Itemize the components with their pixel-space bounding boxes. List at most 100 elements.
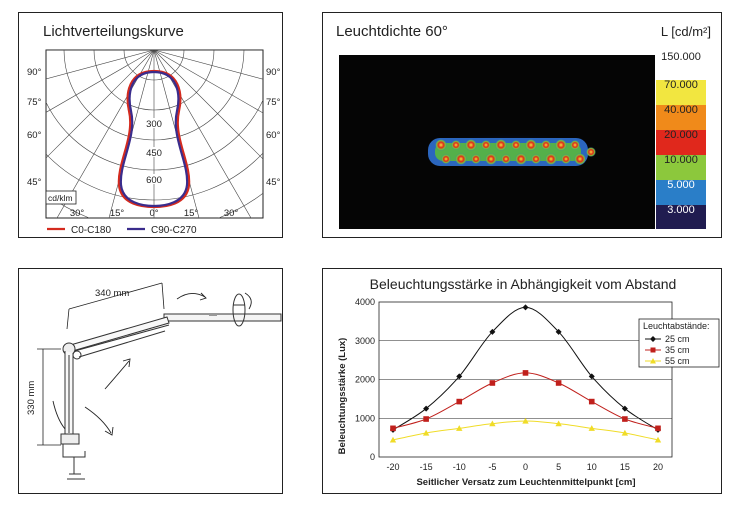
heatmap-title: Leuchtdichte 60° (336, 23, 448, 40)
color-scale: 150.000 70.000 40.000 20.000 10.000 5.00… (656, 51, 706, 229)
polar-grid (46, 50, 263, 218)
lamp-panel: 340 mm 330 mm (18, 268, 283, 494)
scale-swatch-0 (656, 55, 706, 80)
scale-label-5: 5.000 (667, 179, 695, 191)
svg-text:600: 600 (146, 175, 162, 186)
polar-spoke-3 (46, 50, 155, 159)
polar-radial-labels: 300 450 600 (144, 118, 164, 186)
polar-spoke-1 (46, 50, 155, 80)
hotspot-0 (435, 139, 447, 151)
lamp-clamp (60, 433, 86, 480)
series-2-point-7 (621, 429, 629, 436)
polar-diagram: cd/klm 90° 75° 60° 45° 90° 75° 60° 45° 3… (27, 49, 281, 236)
heatmap-hotspots (435, 139, 596, 165)
svg-text:300: 300 (146, 119, 162, 130)
hotspot-18 (570, 140, 580, 150)
series-2-point-4 (522, 417, 529, 424)
series-0-point-6 (588, 373, 595, 380)
hotspot-7 (485, 153, 497, 165)
hotspot-10 (511, 140, 521, 150)
x-tick-label-5: 5 (556, 462, 561, 472)
svg-text:15°: 15° (184, 208, 199, 219)
polar-legend: C0-C180 C90-C270 (47, 225, 197, 236)
chart-x-ticks: -20 -15 -10 -5 0 5 10 15 20 (386, 462, 663, 472)
polar-angle-labels-left: 90° 75° 60° 45° (27, 67, 42, 188)
series-2-point-0 (389, 436, 397, 443)
series-1-point-5 (555, 380, 562, 386)
hotspot-14 (541, 140, 551, 150)
hotspot-16 (555, 139, 567, 151)
polar-angle-labels-right: 90° 75° 60° 45° (266, 67, 281, 188)
hotspot-19 (574, 153, 586, 165)
svg-text:450: 450 (146, 148, 162, 159)
x-tick-label-4: 0 (523, 462, 528, 472)
scale-label-2: 40.000 (664, 104, 698, 116)
x-tick-label-8: 20 (653, 462, 663, 472)
hotspot-1 (441, 154, 451, 164)
svg-text:75°: 75° (266, 97, 281, 108)
chart-title: Beleuchtungsstärke in Abhängigkeit vom A… (370, 276, 677, 292)
line-chart-panel: Beleuchtungsstärke in Abhängigkeit vom A… (322, 268, 722, 494)
svg-text:45°: 45° (27, 177, 42, 188)
series-2-point-6 (588, 425, 595, 431)
series-0-point-4 (522, 304, 529, 311)
series-1-point-2 (456, 398, 463, 405)
hotspot-13 (531, 154, 541, 164)
hotspot-11 (515, 153, 527, 165)
chart-series (389, 304, 662, 443)
svg-text:90°: 90° (27, 67, 42, 78)
svg-text:45°: 45° (266, 177, 281, 188)
polar-spoke-2 (46, 50, 155, 113)
scale-label-6: 3.000 (667, 204, 695, 216)
series-2-point-1 (422, 429, 430, 436)
dimension-horizontal (66, 282, 165, 330)
y-tick-label-3: 3000 (355, 336, 375, 346)
dimension-vertical-label: 330 mm (26, 381, 37, 415)
series-1-point-7 (622, 416, 628, 422)
scale-swatch-4 (656, 155, 706, 180)
x-tick-label-1: -15 (420, 462, 433, 472)
scale-label-0: 150.000 (661, 51, 701, 63)
scale-swatch-6 (656, 205, 706, 229)
lamp-upper-arm (66, 316, 170, 358)
polar-ring-4 (46, 152, 263, 201)
polar-panel: Lichtverteilungskurve cd/klm 90° 75° 60°… (18, 12, 283, 238)
x-tick-label-6: 10 (587, 462, 597, 472)
series-2-point-2 (456, 425, 463, 431)
hotspot-4 (465, 139, 477, 151)
heatmap-panel: Leuchtdichte 60° L [cd/m²] (322, 12, 722, 238)
hotspot-6 (481, 140, 491, 150)
series-1-point-1 (423, 416, 429, 422)
series-1-point-3 (489, 380, 496, 386)
svg-text:30°: 30° (224, 208, 239, 219)
hotspot-15 (545, 153, 557, 165)
lamp-head (163, 293, 282, 327)
x-tick-label-7: 15 (620, 462, 630, 472)
series-2-point-8 (654, 436, 662, 443)
heatmap-figure: 150.000 70.000 40.000 20.000 10.000 5.00… (339, 51, 706, 229)
hotspot-8 (495, 139, 507, 151)
hotspot-17 (561, 154, 571, 164)
hotspot-12 (525, 139, 537, 151)
svg-text:60°: 60° (27, 130, 42, 141)
polar-title: Lichtverteilungskurve (43, 23, 184, 40)
polar-unit-label: cd/klm (48, 193, 73, 203)
svg-text:0°: 0° (149, 208, 158, 219)
y-tick-label-4: 4000 (355, 297, 375, 307)
dimension-vertical (37, 348, 61, 446)
polar-bottom-labels: 30° 15° 0° 15° 30° (70, 208, 239, 219)
series-1-point-8 (655, 425, 661, 432)
svg-text:60°: 60° (266, 130, 281, 141)
chart-y-ticks: 0 1000 2000 3000 4000 (355, 297, 375, 462)
hotspot-3 (455, 153, 467, 165)
svg-text:90°: 90° (266, 67, 281, 78)
series-1-point-4 (522, 370, 529, 376)
scale-label-4: 10.000 (664, 154, 698, 166)
lamp-lower-arm (64, 351, 74, 435)
hotspot-5 (471, 154, 481, 164)
x-tick-label-0: -20 (386, 462, 399, 472)
series-0-point-2 (456, 373, 463, 380)
curve-c90-c270 (119, 70, 189, 208)
chart-x-label: Seitlicher Versatz zum Leuchtenmittelpun… (416, 477, 635, 488)
